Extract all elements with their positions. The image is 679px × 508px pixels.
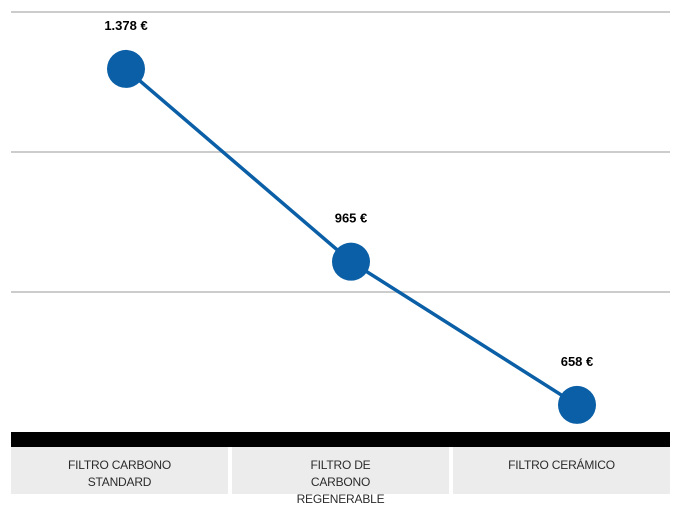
line-chart: 1.378 € 965 € 658 € FILTRO CARBONO STANDAR… <box>11 11 670 506</box>
category-axis: FILTRO CARBONO STANDARD FILTRO DE CARBON… <box>11 447 670 506</box>
series-line <box>124 67 578 407</box>
data-label: 965 € <box>335 211 368 226</box>
data-point-marker <box>558 385 596 424</box>
data-label: 658 € <box>561 354 594 369</box>
x-axis-baseline <box>11 432 670 447</box>
data-label: 1.378 € <box>104 18 147 33</box>
category-label: FILTRO CERÁMICO <box>508 458 615 472</box>
data-point-marker <box>332 242 370 281</box>
category-cell: FILTRO CERÁMICO <box>453 447 670 494</box>
category-cell: FILTRO DE CARBONO REGENERABLE <box>232 447 449 506</box>
data-point-marker <box>107 49 145 88</box>
category-cell: FILTRO CARBONO STANDARD <box>11 447 228 494</box>
chart-plot-area: 1.378 € 965 € 658 € <box>11 11 670 447</box>
category-label: FILTRO DE CARBONO REGENERABLE <box>296 458 385 506</box>
category-label: FILTRO CARBONO STANDARD <box>68 458 171 489</box>
